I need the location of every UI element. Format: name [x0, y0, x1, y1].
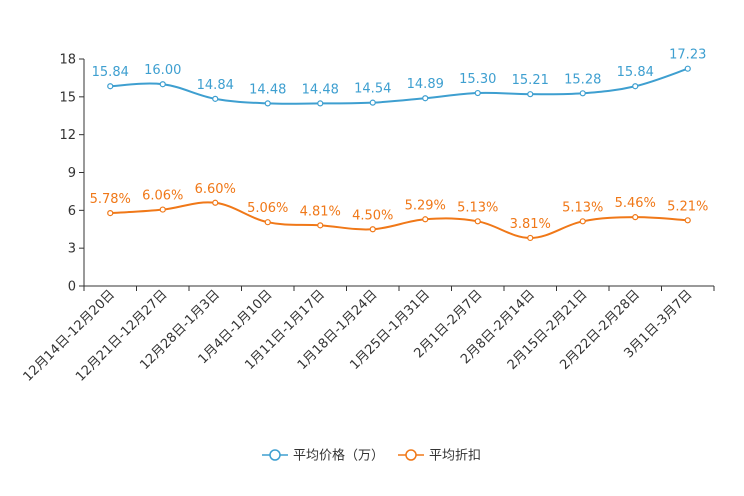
data-label: 5.78%: [90, 192, 131, 207]
series-line: [110, 201, 688, 239]
legend-item-1[interactable]: 平均折扣: [398, 449, 481, 464]
legend-label: 平均价格（万）: [293, 448, 384, 464]
y-tick-label: 18: [59, 53, 76, 68]
data-label: 15.28: [564, 72, 601, 87]
data-point[interactable]: [684, 217, 691, 224]
data-label: 4.50%: [352, 208, 393, 223]
data-point[interactable]: [579, 218, 586, 225]
data-label: 14.84: [197, 78, 234, 93]
data-label: 4.81%: [300, 204, 341, 219]
data-label: 15.84: [92, 65, 129, 80]
x-tick-label: 12月21日-12月27日: [73, 287, 170, 384]
data-point[interactable]: [422, 216, 429, 223]
y-tick-label: 12: [59, 128, 76, 143]
data-label: 14.48: [249, 82, 286, 97]
x-tick-label: 12月14日-12月20日: [21, 287, 118, 384]
legend-item-0[interactable]: 平均价格（万）: [262, 448, 384, 464]
data-label: 15.84: [617, 65, 654, 80]
y-tick-label: 6: [68, 204, 76, 219]
data-label: 17.23: [669, 48, 706, 63]
series-1: 5.78% 6.06% 6.60% 5.06% 4.81% 4.50% 5.29% 5.13%…: [90, 182, 708, 242]
data-label: 3.81%: [510, 217, 551, 232]
data-point[interactable]: [107, 210, 114, 217]
data-point[interactable]: [632, 83, 639, 90]
data-label: 6.60%: [195, 182, 236, 197]
data-point[interactable]: [264, 219, 271, 226]
data-label: 14.89: [407, 77, 444, 92]
legend[interactable]: 平均价格（万） 平均折扣: [262, 448, 481, 464]
data-point[interactable]: [474, 218, 481, 225]
data-point[interactable]: [317, 222, 324, 229]
data-point[interactable]: [369, 226, 376, 233]
y-tick-label: 15: [59, 90, 76, 105]
data-point[interactable]: [107, 83, 114, 90]
data-label: 15.30: [459, 72, 496, 87]
data-point[interactable]: [159, 206, 166, 213]
data-point[interactable]: [159, 81, 166, 88]
data-label: 14.48: [302, 82, 339, 97]
data-point[interactable]: [212, 199, 219, 206]
data-label: 5.06%: [247, 201, 288, 216]
data-point[interactable]: [474, 89, 481, 97]
data-label: 16.00: [144, 63, 181, 78]
legend-label: 平均折扣: [429, 449, 481, 464]
data-point[interactable]: [684, 65, 691, 72]
data-point[interactable]: [422, 95, 429, 102]
data-point[interactable]: [632, 214, 639, 221]
data-point[interactable]: [369, 99, 376, 106]
data-point[interactable]: [212, 95, 219, 102]
data-label: 15.21: [512, 73, 549, 88]
data-label: 5.29%: [405, 198, 446, 213]
y-tick-label: 3: [68, 242, 76, 257]
series-line: [110, 67, 689, 105]
series-0: 15.84 16.00 14.84 14.48 14.48 14.54 14.89 15.30…: [92, 48, 706, 107]
data-label: 5.46%: [615, 196, 656, 211]
data-label: 5.21%: [667, 199, 708, 214]
data-label: 5.13%: [562, 200, 603, 215]
data-point[interactable]: [317, 100, 324, 107]
legend-marker-icon: [405, 449, 417, 461]
y-tick-label: 9: [68, 166, 76, 181]
data-label: 6.06%: [142, 189, 183, 204]
legend-marker-icon: [269, 449, 281, 461]
data-point[interactable]: [264, 100, 271, 107]
data-label: 14.54: [354, 82, 391, 97]
y-tick-label: 0: [68, 280, 76, 295]
data-point[interactable]: [527, 91, 534, 98]
data-label: 5.13%: [457, 200, 498, 215]
data-point[interactable]: [527, 234, 534, 242]
series-layer: 15.84 16.00 14.84 14.48 14.48 14.54 14.89 15.30…: [90, 48, 708, 242]
data-point[interactable]: [579, 90, 586, 97]
